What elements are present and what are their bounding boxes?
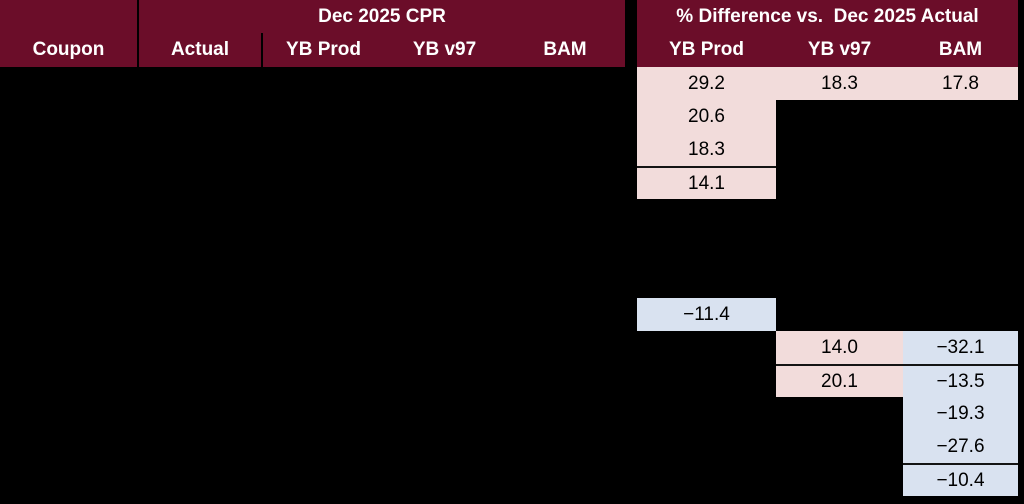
value-cell-bam-row9: −32.1 — [903, 331, 1018, 364]
value-cell-bam-row1: 17.8 — [903, 67, 1018, 100]
coupon-header-spacer — [0, 0, 139, 33]
value-cell-yb_prod-row2: 20.6 — [637, 100, 776, 133]
value-cell-yb_prod-row4: 14.1 — [637, 166, 776, 199]
header-left-block: Dec 2025 CPR Coupon Actual YB Prod YB v9… — [0, 0, 625, 67]
difference-values-grid: 29.2 18.3 17.8 20.6 18.3 14.1 −11.4 14.0 −32.1 20… — [637, 67, 1018, 496]
value-cell-yb_prod-row8: −11.4 — [637, 298, 776, 331]
column-header-yb-v97-diff: YB v97 — [807, 39, 872, 60]
value-cell-bam-row11: −19.3 — [903, 397, 1018, 430]
column-header-yb-prod-diff: YB Prod — [669, 39, 744, 60]
group-header-pct-difference: % Difference vs. Dec 2025 Actual — [676, 5, 979, 27]
value-cell-bam-row10: −13.5 — [903, 364, 1018, 397]
value-cell-yb_prod-row1: 29.2 — [637, 67, 776, 100]
group-header-dec-2025-cpr: Dec 2025 CPR — [318, 5, 446, 27]
value-cell-yb_v97-row10: 20.1 — [776, 364, 903, 397]
column-header-coupon: Coupon — [0, 33, 139, 67]
column-header-actual: Actual — [139, 33, 263, 67]
value-cell-bam-row12: −27.6 — [903, 430, 1018, 463]
column-header-bam-cpr: BAM — [543, 39, 587, 60]
column-header-yb-v97-cpr: YB v97 — [412, 39, 477, 60]
value-cell-yb_prod-row3: 18.3 — [637, 133, 776, 166]
column-header-bam-diff: BAM — [938, 39, 983, 60]
value-cell-yb_v97-row9: 14.0 — [776, 331, 903, 364]
value-cell-yb_v97-row1: 18.3 — [776, 67, 903, 100]
column-header-yb-prod-cpr: YB Prod — [286, 39, 361, 60]
value-cell-bam-row13: −10.4 — [903, 463, 1018, 496]
header-right-block: % Difference vs. Dec 2025 Actual YB Prod… — [637, 0, 1018, 67]
